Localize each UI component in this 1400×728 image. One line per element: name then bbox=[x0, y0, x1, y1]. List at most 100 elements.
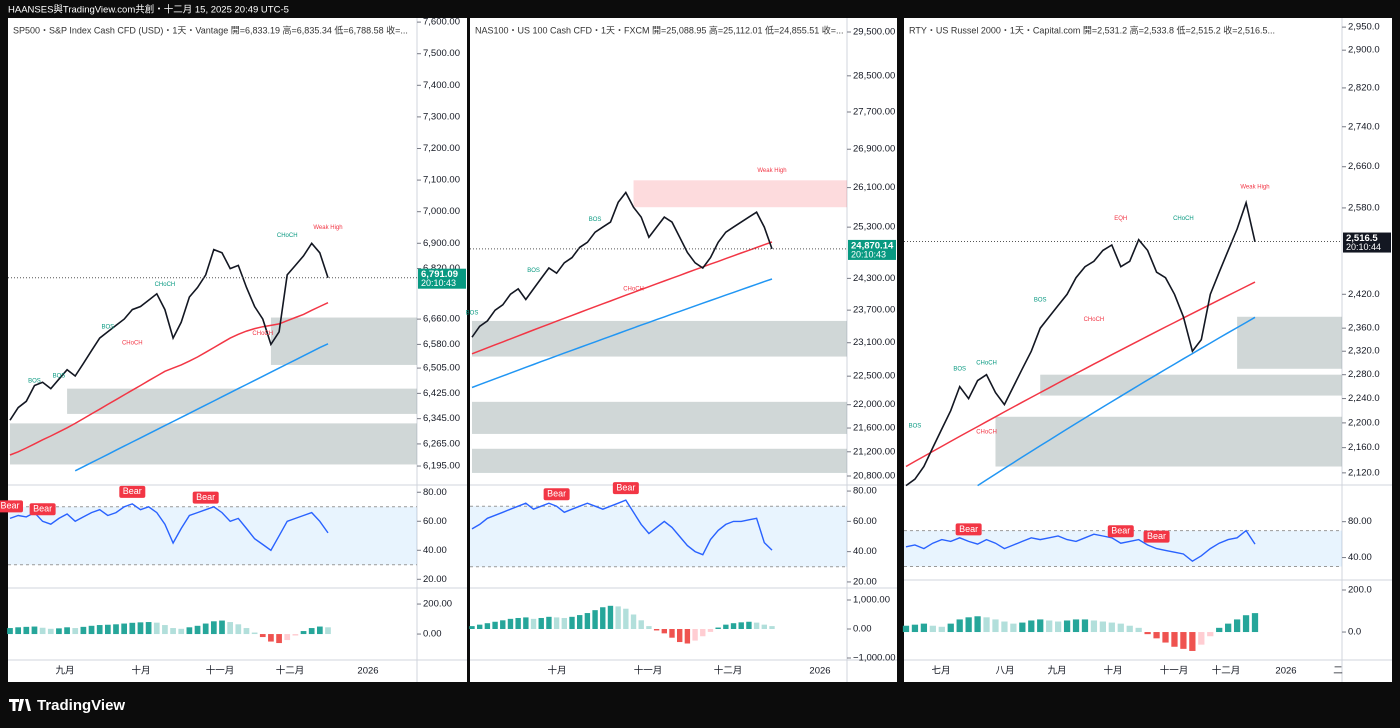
histogram-bar bbox=[929, 625, 936, 633]
histogram-bar bbox=[553, 617, 560, 630]
title-bg bbox=[472, 24, 843, 38]
annotation: CHoCH bbox=[252, 331, 273, 337]
last-price-label: 24,870.14 bbox=[851, 240, 894, 251]
histogram-bar bbox=[72, 628, 79, 635]
y-tick-label: 29,500.00 bbox=[853, 27, 895, 38]
histogram-bar bbox=[515, 617, 521, 630]
rsi-tick-label: 80.00 bbox=[423, 487, 447, 498]
x-tick-label: 二 bbox=[1333, 666, 1343, 677]
histogram-bar bbox=[911, 624, 919, 633]
last-price-label: 2,516.5 bbox=[1346, 233, 1378, 244]
histogram-bar bbox=[178, 628, 185, 635]
histogram-bar bbox=[738, 622, 744, 630]
chart-title: NAS100・US 100 Cash CFD・1天・FXCM 開=25,088.… bbox=[475, 24, 844, 35]
annotation: BOS bbox=[527, 268, 540, 274]
annotation: CHoCH bbox=[122, 340, 143, 346]
rsi-label: Bear bbox=[1111, 526, 1130, 536]
ma-line bbox=[9, 302, 329, 456]
x-tick-label: 十一月 bbox=[1160, 665, 1189, 677]
rsi-label-box bbox=[29, 503, 56, 516]
annotation: Weak High bbox=[1240, 185, 1269, 191]
histogram-bar bbox=[308, 628, 315, 635]
histogram-bar bbox=[1126, 625, 1133, 633]
histogram-bar bbox=[1180, 632, 1187, 649]
histogram-bar bbox=[80, 626, 87, 635]
annotation: CHoCH bbox=[623, 286, 644, 292]
y-tick-label: 6,820.00 bbox=[423, 263, 460, 274]
x-tick-label: 十月 bbox=[547, 665, 566, 677]
rsi-label: Bear bbox=[959, 524, 978, 534]
histogram-bar bbox=[623, 608, 629, 630]
histogram-bar bbox=[715, 627, 721, 630]
y-tick-label: 2,240.0 bbox=[1348, 393, 1380, 404]
y-tick-label: 21,600.00 bbox=[853, 423, 895, 434]
rsi-label-box bbox=[0, 500, 23, 513]
rsi-tick-label: 40.00 bbox=[1348, 552, 1372, 563]
header-text: HAANSES與TradingView.com共創・十二月 15, 2025 2… bbox=[8, 4, 289, 16]
y-tick-label: 2,320.0 bbox=[1348, 346, 1380, 357]
histogram-bar bbox=[47, 628, 54, 635]
x-tick-label: 2026 bbox=[357, 666, 378, 677]
histogram-bar bbox=[1090, 620, 1098, 633]
zone bbox=[472, 320, 847, 357]
y-tick-label: 2,580.0 bbox=[1348, 202, 1380, 213]
rsi-band bbox=[8, 506, 417, 565]
histogram-bar bbox=[730, 623, 737, 630]
zone bbox=[1040, 374, 1342, 396]
histogram-bar bbox=[530, 618, 537, 630]
macd-tick-label: 200.00 bbox=[423, 599, 452, 610]
annotation: EQH bbox=[1114, 216, 1127, 222]
macd-tick-label: 0.0 bbox=[1348, 627, 1361, 638]
histogram-bar bbox=[500, 620, 506, 630]
histogram-bar bbox=[1019, 622, 1026, 633]
y-tick-label: 2,900.0 bbox=[1348, 45, 1380, 56]
rsi-line bbox=[905, 529, 1256, 563]
histogram-bar bbox=[761, 624, 767, 630]
y-tick-label: 23,100.00 bbox=[853, 337, 895, 348]
annotation: BOS bbox=[102, 325, 115, 331]
histogram-bar bbox=[235, 624, 242, 635]
histogram-bar bbox=[113, 624, 119, 635]
price-line bbox=[471, 191, 773, 338]
countdown: 20:10:44 bbox=[1346, 242, 1381, 252]
histogram-bar bbox=[1054, 621, 1062, 633]
chart-title: SP500・S&P Index Cash CFD (USD)・1天・Vantag… bbox=[13, 24, 408, 35]
y-tick-label: 7,500.00 bbox=[423, 48, 460, 59]
rsi-label: Bear bbox=[547, 489, 566, 499]
histogram-bar bbox=[31, 626, 38, 635]
rsi-label: Bear bbox=[123, 486, 142, 496]
histogram-bar bbox=[661, 629, 667, 634]
histogram-bar bbox=[316, 626, 323, 635]
histogram-bar bbox=[1171, 632, 1178, 647]
histogram-bar bbox=[1099, 621, 1107, 633]
rsi-tick-label: 20.00 bbox=[423, 574, 447, 585]
histogram-bar bbox=[39, 627, 46, 635]
y-tick-label: 2,820.0 bbox=[1348, 82, 1380, 93]
y-tick-label: 7,600.00 bbox=[423, 17, 460, 28]
ma-line bbox=[905, 281, 1256, 468]
histogram-bar bbox=[1216, 627, 1223, 633]
rsi-label-box bbox=[1143, 530, 1170, 543]
countdown: 20:10:43 bbox=[851, 249, 886, 259]
y-tick-label: 23,700.00 bbox=[853, 305, 895, 316]
zone bbox=[10, 423, 417, 465]
logo-text: TradingView bbox=[37, 697, 125, 714]
histogram-bar bbox=[753, 622, 760, 630]
chart-title: RTY・US Russel 2000・1天・Capital.com 開=2,53… bbox=[909, 24, 1275, 35]
histogram-bar bbox=[194, 625, 201, 635]
y-tick-label: 25,300.00 bbox=[853, 222, 895, 233]
annotation: CHoCH bbox=[976, 430, 997, 436]
panel-background bbox=[470, 18, 897, 682]
y-tick-label: 6,660.00 bbox=[423, 314, 460, 325]
y-tick-label: 6,505.00 bbox=[423, 363, 460, 374]
annotation: BOS bbox=[466, 310, 479, 316]
rsi-label: Bear bbox=[0, 501, 19, 511]
histogram-bar bbox=[259, 634, 266, 638]
histogram-bar bbox=[88, 625, 95, 635]
y-tick-label: 6,265.00 bbox=[423, 438, 460, 449]
histogram-bar bbox=[104, 624, 111, 635]
histogram-bar bbox=[162, 625, 168, 635]
y-tick-label: 2,420.0 bbox=[1348, 289, 1380, 300]
y-tick-label: 20,800.00 bbox=[853, 471, 895, 482]
histogram-bar bbox=[1028, 620, 1035, 633]
